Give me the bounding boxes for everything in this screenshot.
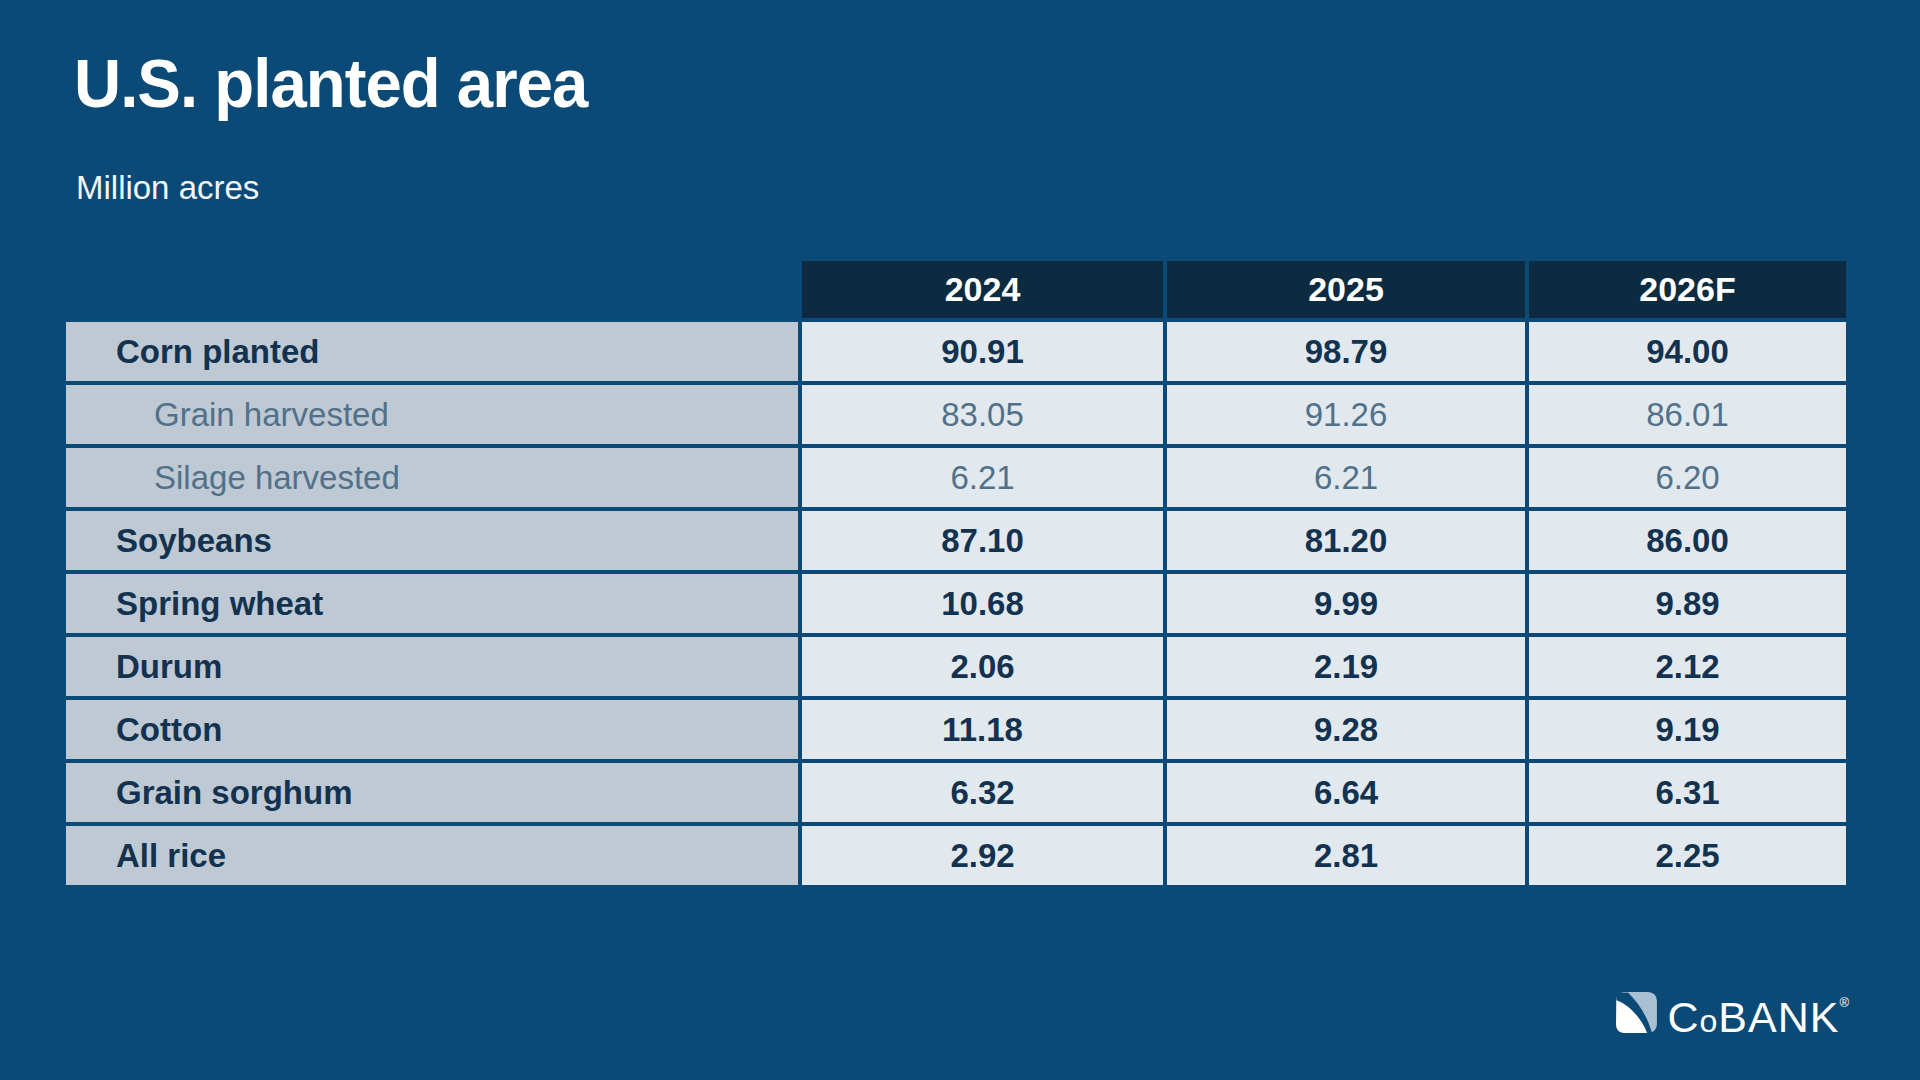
row-label-soybeans: Soybeans <box>66 511 798 570</box>
table-cell: 6.21 <box>1167 448 1525 507</box>
page-subtitle: Million acres <box>76 168 259 207</box>
logo-letters-bank: BANK <box>1718 993 1839 1041</box>
column-header-2025: 2025 <box>1167 261 1525 318</box>
logo-letter-c: C <box>1667 993 1699 1041</box>
cobank-logo-text: CoBANK® <box>1667 981 1849 1043</box>
table-cell: 6.31 <box>1529 763 1846 822</box>
row-label-spring-wheat: Spring wheat <box>66 574 798 633</box>
cobank-logo-icon <box>1615 991 1658 1034</box>
table-cell: 2.81 <box>1167 826 1525 885</box>
row-label-grain-harvested: Grain harvested <box>66 385 798 444</box>
row-label-all-rice: All rice <box>66 826 798 885</box>
table-cell: 91.26 <box>1167 385 1525 444</box>
table-cell: 9.99 <box>1167 574 1525 633</box>
table-cell: 10.68 <box>802 574 1163 633</box>
column-header-2024: 2024 <box>802 261 1163 318</box>
table-cell: 6.20 <box>1529 448 1846 507</box>
column-header-2026f: 2026F <box>1529 261 1846 318</box>
table-cell: 6.21 <box>802 448 1163 507</box>
table-cell: 6.32 <box>802 763 1163 822</box>
table-cell: 86.00 <box>1529 511 1846 570</box>
row-label-grain-sorghum: Grain sorghum <box>66 763 798 822</box>
row-label-silage-harvested: Silage harvested <box>66 448 798 507</box>
logo-letter-o: o <box>1700 1003 1719 1039</box>
table-cell: 2.06 <box>802 637 1163 696</box>
table-cell: 6.64 <box>1167 763 1525 822</box>
table-cell: 87.10 <box>802 511 1163 570</box>
table-cell: 2.25 <box>1529 826 1846 885</box>
row-label-corn-planted: Corn planted <box>66 322 798 381</box>
table-cell: 94.00 <box>1529 322 1846 381</box>
table-cell: 86.01 <box>1529 385 1846 444</box>
table-cell: 9.19 <box>1529 700 1846 759</box>
registered-trademark-icon: ® <box>1839 995 1849 1010</box>
cobank-logo: CoBANK® <box>1615 981 1849 1043</box>
table-cell: 83.05 <box>802 385 1163 444</box>
page-title: U.S. planted area <box>74 44 587 122</box>
table-cell: 9.28 <box>1167 700 1525 759</box>
table-corner-spacer <box>66 261 798 318</box>
table-cell: 2.12 <box>1529 637 1846 696</box>
row-label-durum: Durum <box>66 637 798 696</box>
table-cell: 98.79 <box>1167 322 1525 381</box>
table-cell: 11.18 <box>802 700 1163 759</box>
row-label-cotton: Cotton <box>66 700 798 759</box>
table-cell: 2.19 <box>1167 637 1525 696</box>
table-cell: 81.20 <box>1167 511 1525 570</box>
planted-area-table: 2024 2025 2026F Corn planted 90.91 98.79… <box>66 261 1846 885</box>
table-cell: 9.89 <box>1529 574 1846 633</box>
table-cell: 2.92 <box>802 826 1163 885</box>
table-cell: 90.91 <box>802 322 1163 381</box>
